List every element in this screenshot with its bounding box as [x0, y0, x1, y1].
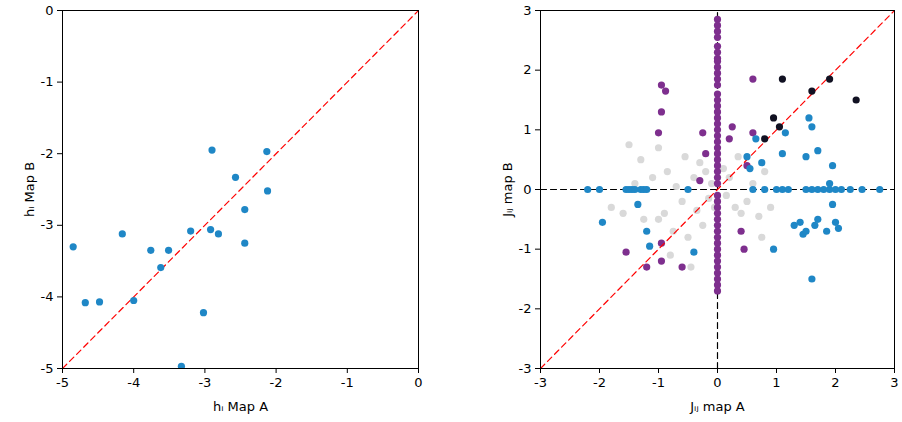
svg-text:0: 0 — [414, 375, 422, 390]
svg-text:hᵢ Map B: hᵢ Map B — [22, 162, 37, 217]
svg-text:-3: -3 — [519, 361, 532, 376]
svg-text:hᵢ Map A: hᵢ Map A — [213, 399, 268, 414]
svg-text:-1: -1 — [519, 241, 532, 256]
svg-text:1: 1 — [772, 375, 780, 390]
svg-text:1: 1 — [523, 122, 531, 137]
svg-text:Jᵢⱼ map B: Jᵢⱼ map B — [500, 162, 515, 218]
svg-text:0: 0 — [713, 375, 721, 390]
svg-text:2: 2 — [831, 375, 839, 390]
svg-text:-3: -3 — [534, 375, 547, 390]
svg-text:-1: -1 — [41, 74, 54, 89]
svg-text:-2: -2 — [41, 146, 54, 161]
svg-text:-5: -5 — [56, 375, 69, 390]
svg-text:-2: -2 — [270, 375, 283, 390]
svg-text:-2: -2 — [519, 301, 532, 316]
svg-text:0: 0 — [523, 182, 531, 197]
svg-text:-1: -1 — [341, 375, 354, 390]
svg-text:3: 3 — [523, 3, 531, 18]
svg-text:-3: -3 — [198, 375, 211, 390]
svg-text:-2: -2 — [593, 375, 606, 390]
svg-text:-3: -3 — [41, 217, 54, 232]
svg-text:-4: -4 — [41, 289, 54, 304]
svg-text:2: 2 — [523, 62, 531, 77]
svg-text:0: 0 — [45, 3, 53, 18]
svg-text:3: 3 — [890, 375, 898, 390]
svg-text:Jᵢⱼ map A: Jᵢⱼ map A — [689, 399, 745, 414]
svg-text:-4: -4 — [127, 375, 140, 390]
svg-text:-5: -5 — [41, 361, 54, 376]
svg-text:-1: -1 — [652, 375, 665, 390]
